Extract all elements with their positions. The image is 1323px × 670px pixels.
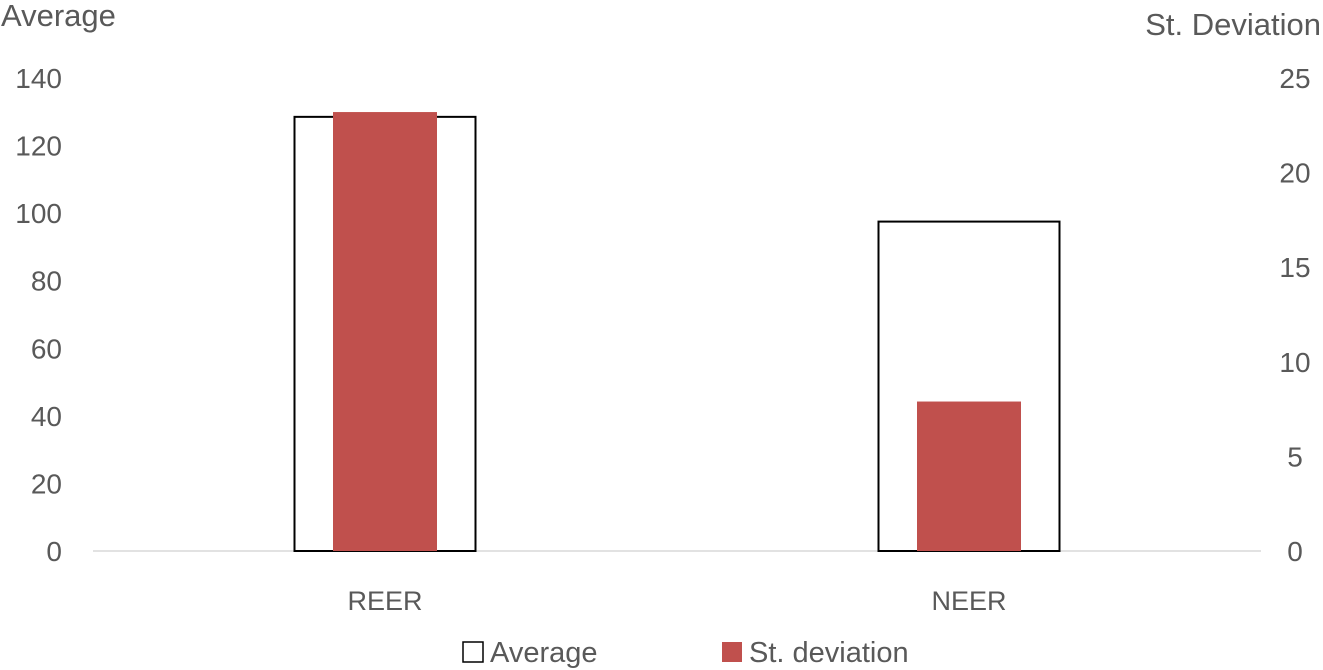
left-tick-label: 100 [15,198,62,229]
left-tick-label: 60 [31,333,62,364]
legend-item-label[interactable]: Average [490,637,598,669]
legend-swatch [462,641,484,663]
left-tick-label: 140 [15,63,62,94]
bars-group [293,112,1061,552]
st-deviation-bar-reer[interactable] [333,112,437,551]
left-tick-label: 80 [31,266,62,297]
legend[interactable]: Average St. deviation [462,637,909,669]
left-axis-ticks: 0 20 40 60 80 100 120 140 [15,63,62,567]
right-tick-label: 15 [1279,252,1310,283]
right-tick-label: 10 [1279,347,1310,378]
legend-item-label[interactable]: St. deviation [749,637,909,669]
left-tick-label: 0 [46,536,62,567]
category-label: NEER [931,586,1006,616]
left-axis-title: Average [1,0,116,33]
right-tick-label: 5 [1287,441,1303,472]
category-label: REER [347,586,422,616]
left-tick-label: 20 [31,468,62,499]
right-axis-title: St. Deviation [1145,7,1321,42]
right-tick-label: 0 [1287,536,1303,567]
right-axis-ticks: 0 5 10 15 20 25 [1279,63,1310,567]
legend-swatch [722,642,742,662]
category-labels: REER NEER [347,586,1006,616]
right-tick-label: 25 [1279,63,1310,94]
st-deviation-bar-neer[interactable] [917,401,1021,551]
left-tick-label: 40 [31,401,62,432]
left-tick-label: 120 [15,131,62,162]
right-tick-label: 20 [1279,158,1310,189]
